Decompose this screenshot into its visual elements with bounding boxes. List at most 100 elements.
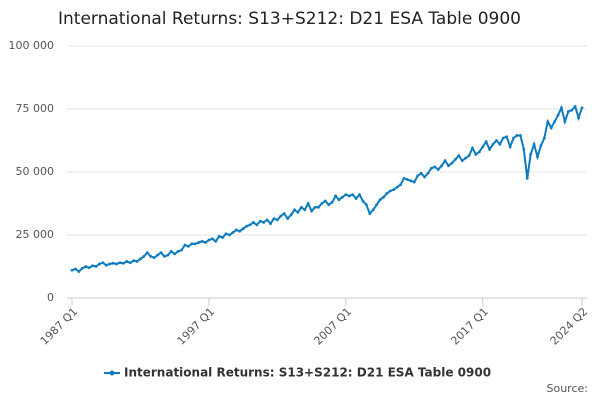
data-point <box>566 110 570 113</box>
y-tick-label: 25 000 <box>16 228 55 241</box>
data-point <box>368 212 372 215</box>
data-point <box>553 120 557 123</box>
y-tick-label: 100 000 <box>9 39 55 52</box>
data-point <box>488 147 491 151</box>
data-point <box>464 156 468 160</box>
data-point <box>429 166 433 170</box>
data-point <box>358 193 361 197</box>
data-point <box>258 219 262 223</box>
data-point <box>77 270 81 273</box>
data-point <box>306 202 310 205</box>
data-point <box>265 218 269 222</box>
data-point <box>221 236 225 239</box>
chart-title: International Returns: S13+S212: D21 ESA… <box>58 9 521 29</box>
data-point <box>228 233 231 237</box>
data-point <box>546 120 550 123</box>
data-point <box>467 154 471 158</box>
data-point <box>385 192 389 195</box>
data-point <box>337 198 341 202</box>
data-point <box>560 106 563 110</box>
data-point <box>450 161 454 165</box>
data-point <box>135 260 139 263</box>
data-point <box>556 113 560 117</box>
data-point <box>347 194 351 198</box>
data-point <box>412 180 416 184</box>
data-point <box>159 251 163 255</box>
data-point <box>532 142 536 146</box>
data-point <box>344 193 348 197</box>
data-point <box>498 142 502 146</box>
data-point <box>409 179 413 183</box>
data-point <box>563 120 567 123</box>
data-point <box>104 263 108 267</box>
y-tick-label: 75 000 <box>16 102 55 115</box>
data-point <box>375 203 379 207</box>
data-point <box>512 136 515 140</box>
data-point <box>495 139 498 142</box>
data-point <box>361 199 365 203</box>
data-point <box>214 239 218 243</box>
data-point <box>128 261 132 265</box>
data-point <box>317 205 320 209</box>
data-point <box>245 224 248 228</box>
data-point <box>80 266 84 270</box>
data-point <box>327 203 331 207</box>
data-point <box>156 253 159 257</box>
data-point <box>457 154 461 158</box>
data-point <box>323 199 327 203</box>
data-point <box>341 195 344 199</box>
data-point <box>433 165 437 169</box>
data-point <box>515 134 519 137</box>
data-point <box>296 210 300 214</box>
data-point <box>97 262 101 266</box>
data-point <box>406 178 409 181</box>
data-point <box>193 242 197 246</box>
data-point <box>299 205 303 209</box>
data-point <box>84 265 88 268</box>
data-point <box>293 208 296 212</box>
data-point <box>282 212 286 215</box>
data-point <box>577 116 580 120</box>
data-point <box>518 134 522 137</box>
data-point <box>118 261 122 265</box>
data-point <box>334 194 337 198</box>
data-point <box>279 214 283 218</box>
data-point <box>197 241 201 244</box>
data-point <box>436 168 440 171</box>
x-tick-label: 2024 Q2 <box>548 305 591 348</box>
data-point <box>481 145 485 149</box>
data-point <box>139 257 142 261</box>
data-point <box>272 217 276 221</box>
data-point <box>399 183 402 187</box>
data-point <box>371 208 375 212</box>
data-point <box>525 176 529 180</box>
data-point <box>382 195 385 199</box>
data-point <box>289 213 293 217</box>
data-point <box>351 193 355 197</box>
data-point <box>416 174 420 178</box>
data-point <box>460 159 464 163</box>
data-point <box>423 175 426 179</box>
data-point <box>200 239 204 243</box>
data-point <box>536 155 539 159</box>
data-point <box>224 232 228 236</box>
data-point <box>149 255 153 258</box>
data-point <box>176 249 180 253</box>
data-point <box>522 147 526 151</box>
data-point <box>440 164 444 168</box>
data-point <box>252 221 255 224</box>
data-point <box>248 223 252 227</box>
data-point <box>392 188 396 192</box>
data-point <box>529 152 533 156</box>
data-point <box>94 265 98 268</box>
data-point <box>570 108 574 112</box>
x-tick-label: 1987 Q1 <box>38 305 81 348</box>
data-point <box>471 146 474 150</box>
data-point <box>210 237 214 241</box>
data-point <box>169 249 173 253</box>
data-point <box>501 136 505 140</box>
data-point <box>163 255 166 258</box>
data-point <box>275 218 279 222</box>
data-point <box>115 262 118 266</box>
